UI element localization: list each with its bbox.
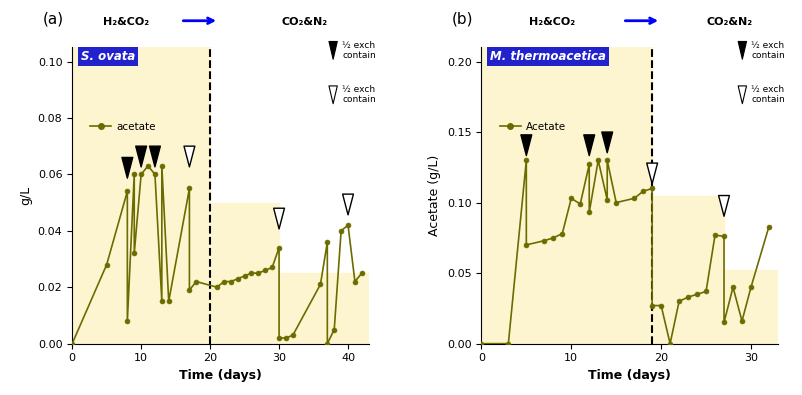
Y-axis label: g/L: g/L: [19, 186, 32, 205]
Text: H₂&CO₂: H₂&CO₂: [529, 17, 575, 26]
Legend: Acetate: Acetate: [496, 118, 570, 136]
Text: H₂&CO₂: H₂&CO₂: [103, 17, 149, 26]
Text: S. ovata: S. ovata: [81, 50, 136, 63]
Text: M. thermoacetica: M. thermoacetica: [490, 50, 606, 63]
Bar: [210, 203, 279, 344]
Bar: [279, 273, 369, 344]
X-axis label: Time (days): Time (days): [588, 369, 671, 382]
Bar: [652, 196, 724, 344]
Text: ½ exch
contain: ½ exch contain: [342, 85, 376, 105]
Text: ½ exch
contain: ½ exch contain: [342, 41, 376, 60]
X-axis label: Time (days): Time (days): [179, 369, 262, 382]
Bar: [724, 270, 778, 344]
Text: CO₂&N₂: CO₂&N₂: [282, 17, 327, 26]
Text: (b): (b): [452, 12, 473, 27]
Text: ½ exch
contain: ½ exch contain: [751, 41, 785, 60]
Y-axis label: Acetate (g/L): Acetate (g/L): [428, 155, 441, 236]
Text: CO₂&N₂: CO₂&N₂: [707, 17, 753, 26]
Text: (a): (a): [43, 12, 63, 27]
Bar: [481, 47, 652, 344]
Legend: acetate: acetate: [87, 118, 160, 136]
Text: ½ exch
contain: ½ exch contain: [751, 85, 785, 105]
Bar: [72, 47, 210, 344]
